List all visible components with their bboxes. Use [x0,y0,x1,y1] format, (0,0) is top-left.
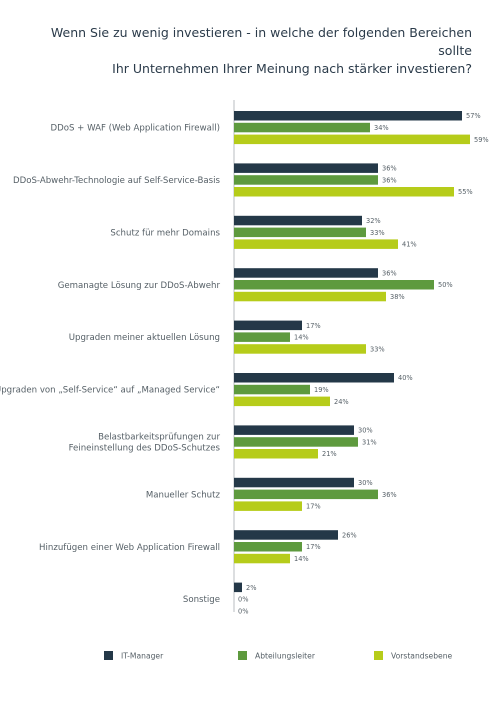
category-label: DDoS-Abwehr-Technologie auf Self-Service… [13,176,221,186]
category-label: Manueller Schutz [146,490,221,500]
data-label: 17% [306,503,321,511]
bar [234,122,370,133]
data-label: 17% [306,543,321,551]
data-label: 0% [238,596,248,604]
category-label-line: Sonstige [183,595,220,605]
data-label: 21% [322,450,337,458]
legend-swatch [238,651,247,660]
bar [234,111,462,121]
bar [234,332,290,342]
category-label-line: DDoS-Abwehr-Technologie auf Self-Service… [13,176,221,186]
data-label: 36% [382,165,397,173]
data-label: 0% [238,607,248,615]
bar [234,280,434,290]
category-label-line: Feineinstellung des DDoS-Schutzes [69,443,221,453]
bar [234,344,366,354]
bar [234,425,354,435]
bar [234,187,454,197]
category-label: Hinzufügen einer Web Application Firewal… [39,543,220,553]
category-label: Belastbarkeitsprüfungen zur Feineinstellu… [69,432,221,453]
data-label: 14% [294,334,309,342]
category-label: Schutz für mehr Domains [110,228,220,238]
data-label: 2% [246,584,256,592]
category-label: DDoS + WAF (Web Application Firewall) [50,124,220,134]
bar [234,320,302,331]
data-label: 59% [474,136,489,144]
legend-label: IT-Manager [121,652,164,661]
bar [234,268,378,278]
category-label: Upgraden meiner aktuellen Lösung [69,333,220,343]
bar [234,134,470,145]
legend-label: Abteilungsleiter [255,652,316,661]
bar [234,542,302,552]
bar [234,215,362,226]
data-label: 41% [402,241,417,249]
data-label: 32% [366,217,381,225]
category-label-line: Manueller Schutz [146,490,221,500]
data-label: 14% [294,555,309,563]
chart-title-line: Ihr Unternehmen Ihrer Meinung nach stärk… [112,61,472,76]
bar [234,175,378,185]
category-label-line: Upgraden meiner aktuellen Lösung [69,333,220,343]
data-label: 19% [314,386,329,394]
data-label: 17% [306,322,321,330]
bar [234,227,366,238]
data-label: 40% [398,374,413,382]
data-label: 33% [370,229,385,237]
data-label: 31% [362,438,377,446]
bar [234,582,242,593]
bar [234,239,398,249]
category-label: Sonstige [183,595,220,605]
chart-title: Wenn Sie zu wenig investieren - in welch… [20,24,472,78]
data-label: 30% [358,479,373,487]
bar [234,530,338,540]
bar [234,384,310,395]
data-label: 36% [382,269,397,277]
category-label-line: Hinzufügen einer Web Application Firewal… [39,543,220,553]
data-label: 26% [342,531,357,539]
bar [234,163,378,173]
data-label: 24% [334,398,349,406]
data-label: 57% [466,112,481,120]
chart-title-line: Wenn Sie zu wenig investieren - in welch… [50,25,472,58]
legend-swatch [104,651,113,660]
data-label: 34% [374,124,389,132]
bar [234,477,354,488]
data-label: 50% [438,281,453,289]
bar [234,449,318,459]
bar [234,291,386,302]
category-label: Gemanagte Lösung zur DDoS-Abwehr [58,281,221,291]
data-label: 36% [382,176,397,184]
data-label: 33% [370,345,385,353]
legend-label: Vorstandsebene [391,652,453,661]
bar [234,437,358,447]
data-label: 55% [458,188,473,196]
bar [234,396,330,407]
category-label-line: Belastbarkeitsprüfungen zur [98,432,220,442]
category-label-line: Schutz für mehr Domains [110,228,220,238]
category-label: Upgraden von „Self-Service“ auf „Managed… [0,386,220,396]
bar [234,373,394,383]
bar [234,553,290,564]
data-label: 30% [358,427,373,435]
data-label: 38% [390,293,405,301]
data-label: 36% [382,491,397,499]
bar [234,501,302,511]
legend-swatch [374,651,383,660]
category-label-line: Upgraden von „Self-Service“ auf „Managed… [0,386,220,396]
bar [234,489,378,500]
category-label-line: DDoS + WAF (Web Application Firewall) [50,124,220,134]
category-label-line: Gemanagte Lösung zur DDoS-Abwehr [58,281,221,291]
